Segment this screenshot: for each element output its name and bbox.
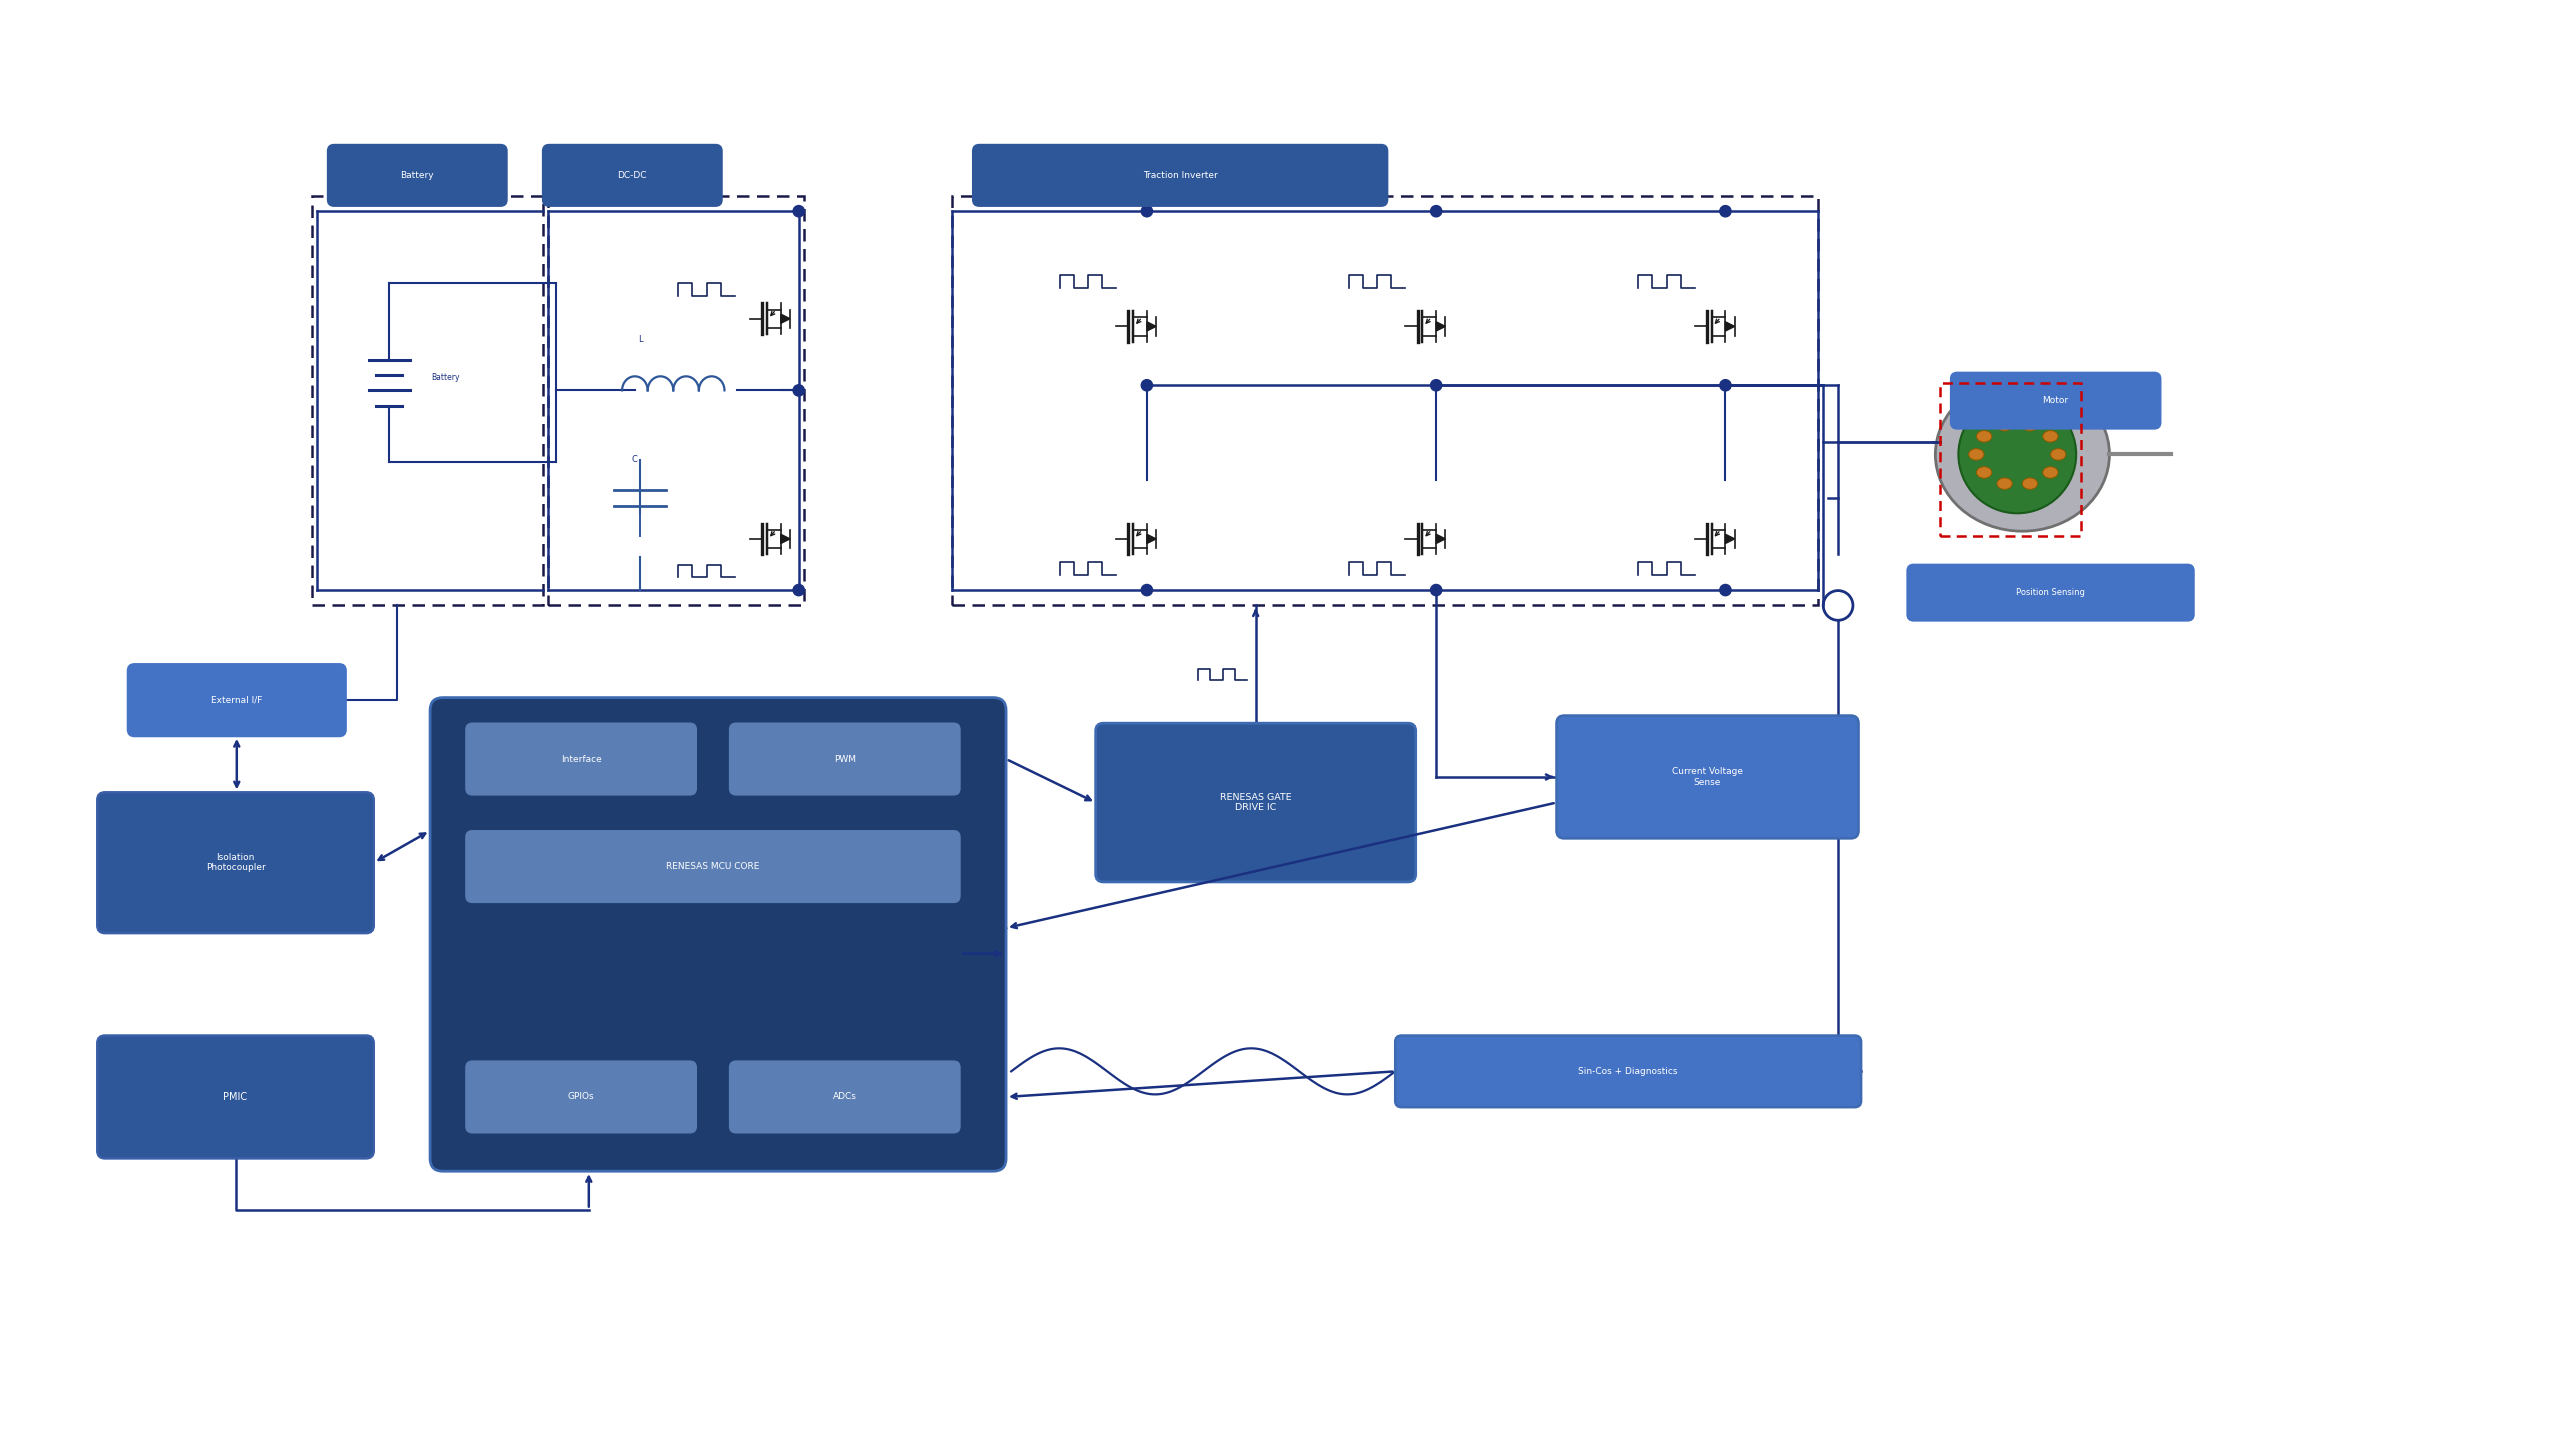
Circle shape xyxy=(1431,206,1441,217)
Text: ADCs: ADCs xyxy=(832,1093,858,1102)
Circle shape xyxy=(1720,380,1731,390)
Text: DC-DC: DC-DC xyxy=(617,171,648,180)
Text: RENESAS MCU CORE: RENESAS MCU CORE xyxy=(666,863,760,871)
Text: PMIC: PMIC xyxy=(223,1092,248,1102)
Text: L: L xyxy=(637,334,643,344)
Circle shape xyxy=(1142,585,1152,596)
Polygon shape xyxy=(1147,321,1157,331)
Ellipse shape xyxy=(2043,431,2058,442)
Polygon shape xyxy=(781,534,791,543)
Circle shape xyxy=(1720,206,1731,217)
Polygon shape xyxy=(1436,321,1446,331)
Text: Interface: Interface xyxy=(561,755,602,763)
Circle shape xyxy=(794,206,804,217)
Ellipse shape xyxy=(1969,449,1984,461)
Circle shape xyxy=(1431,585,1441,596)
FancyBboxPatch shape xyxy=(328,144,507,206)
Circle shape xyxy=(794,585,804,596)
FancyBboxPatch shape xyxy=(1395,1035,1861,1107)
Bar xyxy=(952,196,1818,605)
Ellipse shape xyxy=(2051,449,2066,461)
Ellipse shape xyxy=(2022,478,2038,490)
Ellipse shape xyxy=(1935,377,2109,531)
FancyBboxPatch shape xyxy=(1556,716,1859,838)
FancyBboxPatch shape xyxy=(128,664,346,736)
Ellipse shape xyxy=(2043,467,2058,478)
FancyBboxPatch shape xyxy=(1096,723,1416,881)
Text: Battery: Battery xyxy=(430,373,461,382)
Circle shape xyxy=(1720,585,1731,596)
Polygon shape xyxy=(1147,534,1157,543)
FancyBboxPatch shape xyxy=(466,723,696,795)
Ellipse shape xyxy=(1976,467,1992,478)
FancyBboxPatch shape xyxy=(466,831,960,903)
Ellipse shape xyxy=(1976,431,1992,442)
FancyBboxPatch shape xyxy=(97,792,374,933)
Bar xyxy=(312,196,543,605)
Text: Current Voltage
Sense: Current Voltage Sense xyxy=(1672,768,1743,786)
Text: Traction Inverter: Traction Inverter xyxy=(1142,171,1219,180)
Text: Battery: Battery xyxy=(399,171,435,180)
Ellipse shape xyxy=(2022,419,2038,431)
Circle shape xyxy=(1142,206,1152,217)
Polygon shape xyxy=(1436,534,1446,543)
FancyBboxPatch shape xyxy=(97,1035,374,1158)
Text: C: C xyxy=(632,455,637,464)
FancyBboxPatch shape xyxy=(543,144,722,206)
FancyBboxPatch shape xyxy=(1907,564,2194,621)
FancyBboxPatch shape xyxy=(1951,373,2161,429)
FancyBboxPatch shape xyxy=(730,1061,960,1133)
Polygon shape xyxy=(781,314,791,324)
Bar xyxy=(548,196,804,605)
Bar xyxy=(1940,383,2081,536)
FancyBboxPatch shape xyxy=(466,1061,696,1133)
Text: Position Sensing: Position Sensing xyxy=(2017,588,2084,598)
Text: External I/F: External I/F xyxy=(210,696,264,704)
Polygon shape xyxy=(1725,534,1736,543)
Ellipse shape xyxy=(1997,478,2012,490)
Polygon shape xyxy=(1725,321,1736,331)
FancyBboxPatch shape xyxy=(973,144,1388,206)
Text: Sin-Cos + Diagnostics: Sin-Cos + Diagnostics xyxy=(1580,1067,1677,1076)
Text: Isolation
Photocoupler: Isolation Photocoupler xyxy=(205,852,266,873)
Ellipse shape xyxy=(1997,419,2012,431)
Text: PWM: PWM xyxy=(835,755,855,763)
Ellipse shape xyxy=(1958,396,2076,513)
Circle shape xyxy=(1142,380,1152,390)
Text: RENESAS GATE
DRIVE IC: RENESAS GATE DRIVE IC xyxy=(1221,793,1290,812)
Circle shape xyxy=(794,384,804,396)
FancyBboxPatch shape xyxy=(430,697,1006,1171)
Circle shape xyxy=(1431,380,1441,390)
Text: Motor: Motor xyxy=(2043,396,2068,405)
Text: GPIOs: GPIOs xyxy=(568,1093,594,1102)
FancyBboxPatch shape xyxy=(730,723,960,795)
